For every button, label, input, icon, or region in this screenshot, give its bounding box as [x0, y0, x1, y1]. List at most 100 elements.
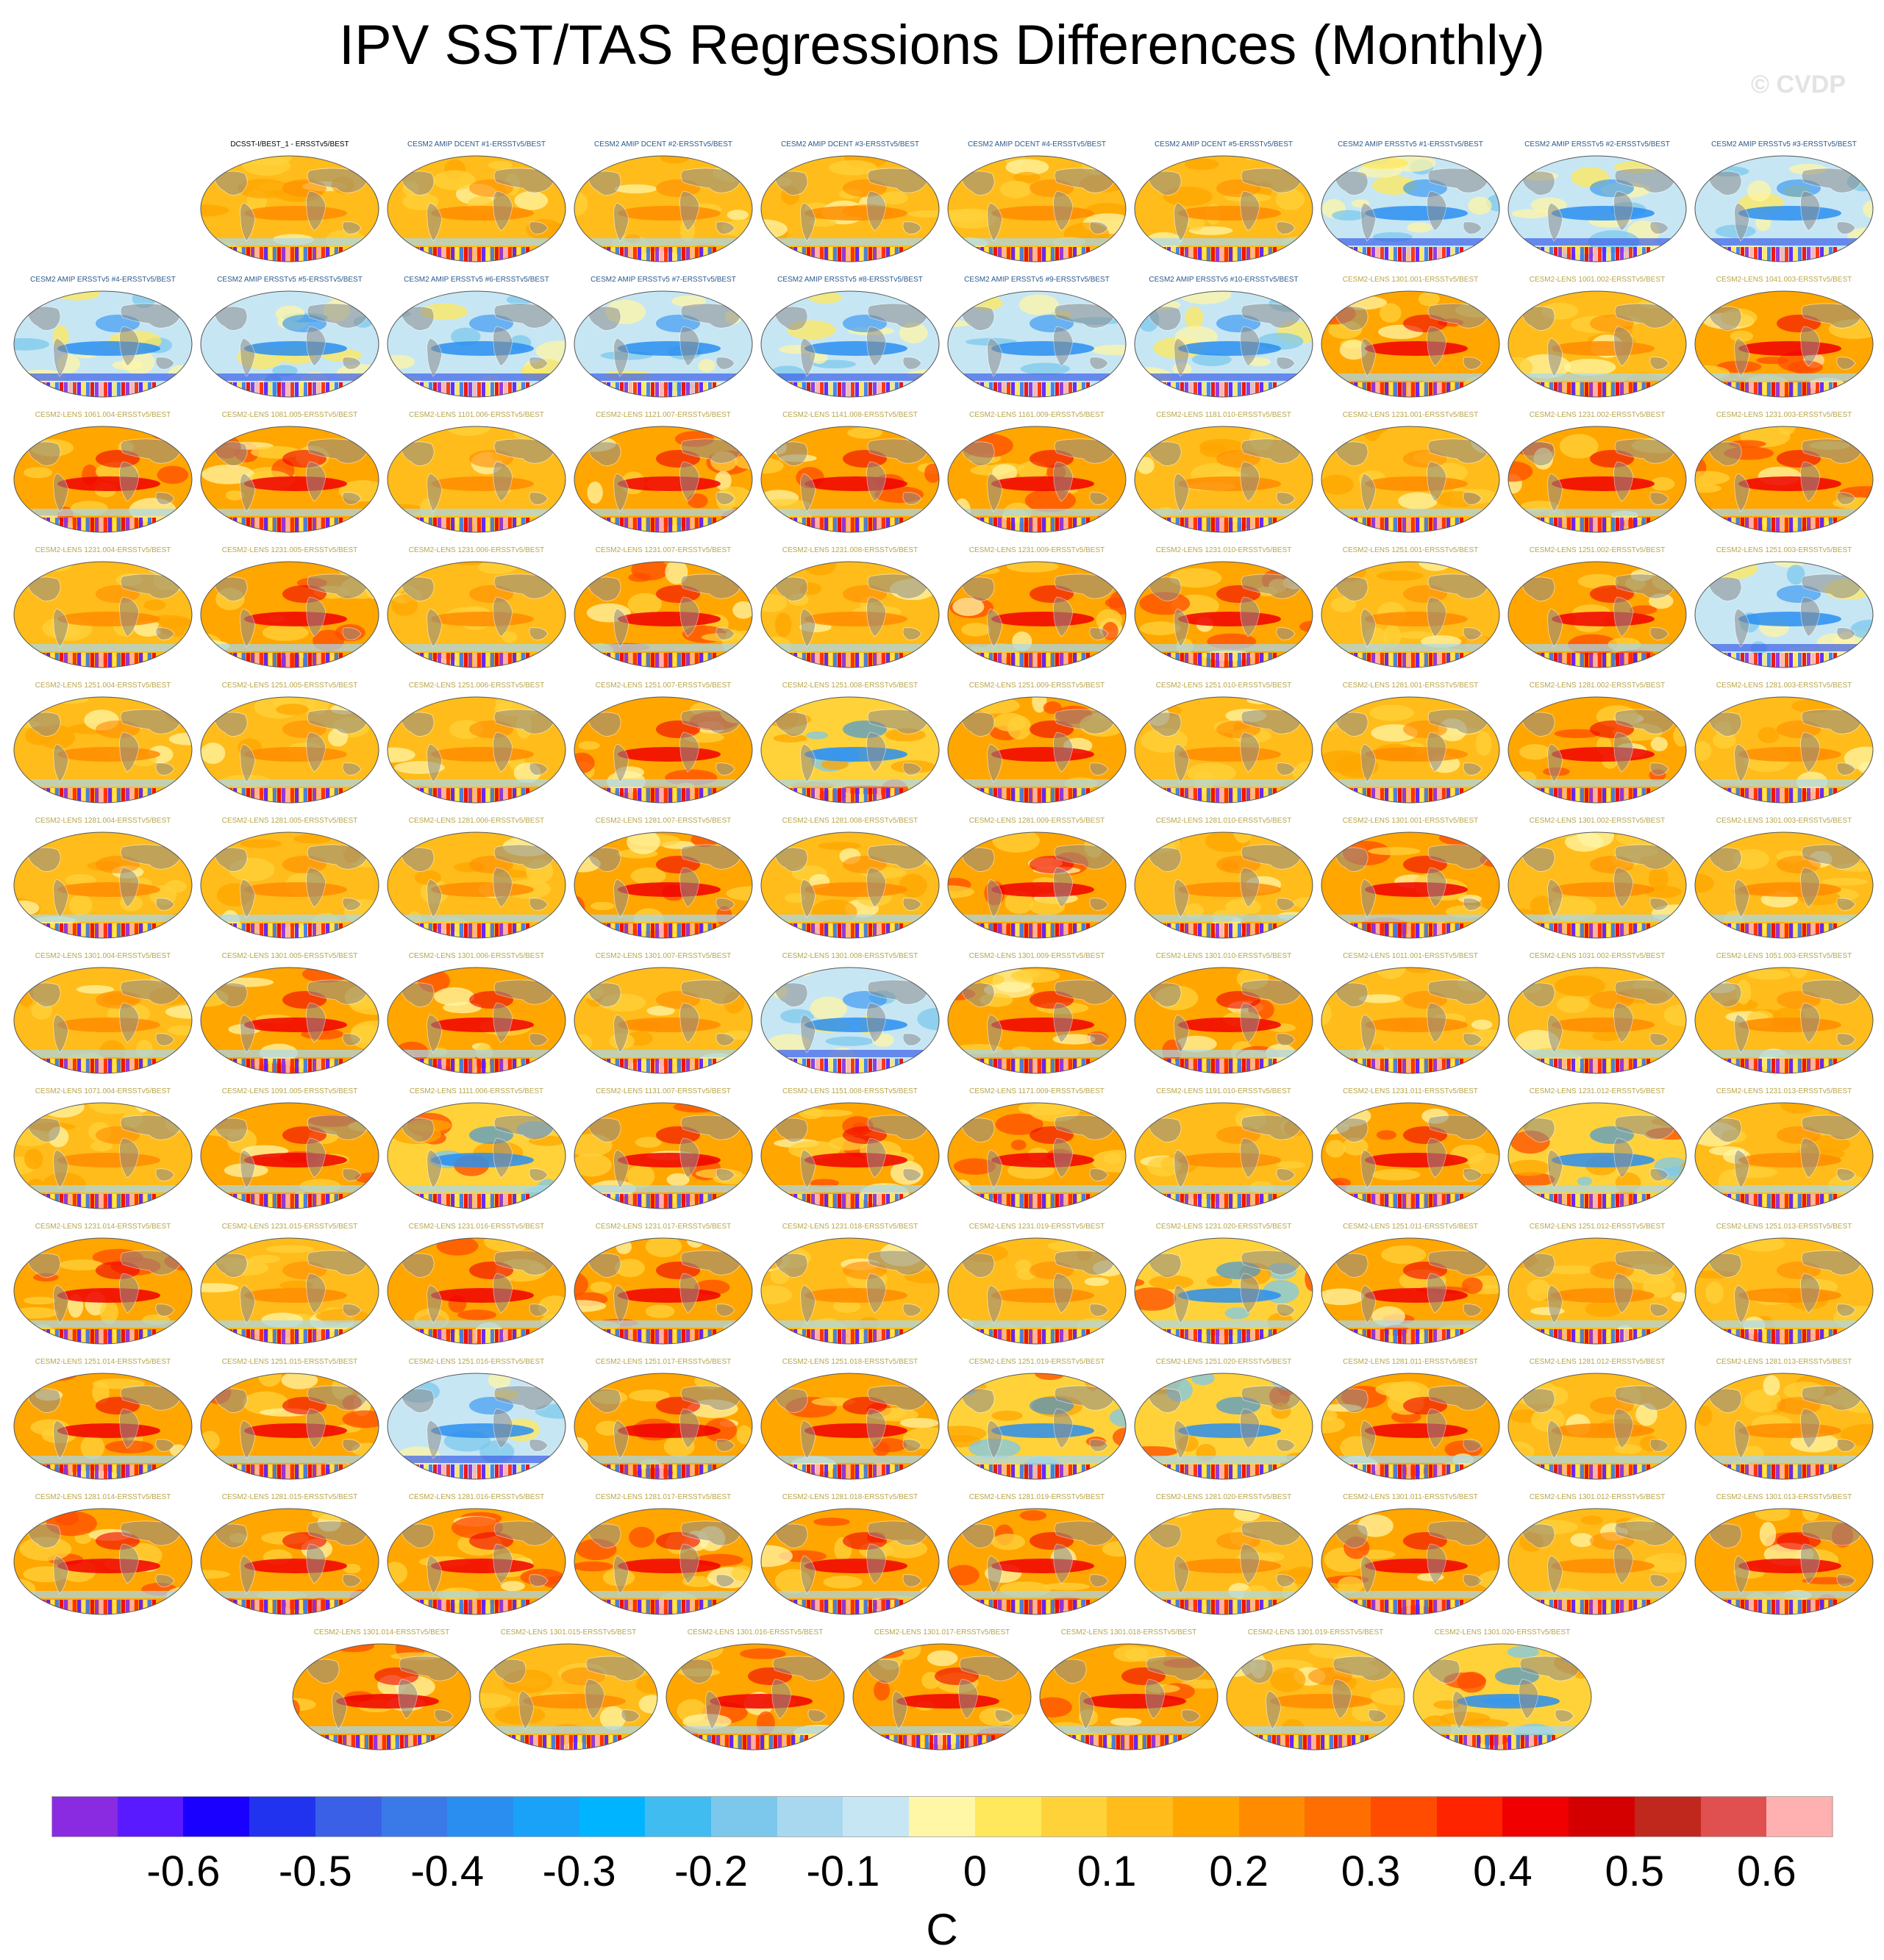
panel-label: CESM2-LENS 1161.009-ERSSTv5/BEST — [969, 411, 1105, 419]
colorbar-tick-label: 0.3 — [1341, 1848, 1401, 1895]
panel-label: CESM2 AMIP ERSSTv5 #8-ERSSTv5/BEST — [777, 276, 923, 284]
panel-map — [1412, 1642, 1593, 1751]
map-panel: CESM2-LENS 1071.004-ERSSTv5/BEST — [11, 1087, 195, 1210]
world-map — [1321, 290, 1500, 398]
map-panel: CESM2-LENS 1281.017-ERSSTv5/BEST — [571, 1492, 755, 1616]
world-map — [574, 426, 753, 533]
world-map — [200, 561, 379, 668]
world-map — [574, 1508, 753, 1615]
panel-map — [1133, 1372, 1314, 1481]
panel-map — [1133, 560, 1314, 669]
world-map — [1694, 155, 1874, 262]
panel-map — [1507, 1237, 1688, 1345]
map-panel: CESM2-LENS 1251.007-ERSSTv5/BEST — [571, 681, 755, 804]
panel-label: CESM2-LENS 1231.002-ERSSTv5/BEST — [1529, 411, 1666, 419]
panel-map — [1694, 560, 1874, 669]
colorbar-tick-label: 0.5 — [1605, 1848, 1665, 1895]
panel-label: CESM2-LENS 1251.016-ERSSTv5/BEST — [408, 1358, 545, 1366]
map-panel: CESM2-LENS 1281.007-ERSSTv5/BEST — [571, 816, 755, 940]
panel-label: CESM2-LENS 1301.019-ERSSTv5/BEST — [1247, 1628, 1384, 1637]
world-map — [947, 290, 1127, 398]
world-map — [200, 426, 379, 533]
panel-map — [760, 425, 941, 534]
map-panel: CESM2 AMIP ERSSTv5 #7-ERSSTv5/BEST — [571, 275, 755, 398]
world-map — [1694, 1508, 1874, 1615]
world-map — [1694, 290, 1874, 398]
map-panel: CESM2-LENS 1281.012-ERSSTv5/BEST — [1505, 1357, 1689, 1481]
world-map — [1694, 831, 1874, 939]
panel-label: CESM2-LENS 1251.001-ERSSTv5/BEST — [1342, 546, 1479, 554]
panel-label: CESM2-LENS 1231.018-ERSSTv5/BEST — [782, 1223, 918, 1231]
panel-label: CESM2-LENS 1281.011-ERSSTv5/BEST — [1343, 1358, 1478, 1366]
map-panel: CESM2-LENS 1251.017-ERSSTv5/BEST — [571, 1357, 755, 1481]
map-panel: CESM2-LENS 1031.002-ERSSTv5/BEST — [1505, 951, 1689, 1075]
panel-label: CESM2-LENS 1281.002-ERSSTv5/BEST — [1529, 682, 1666, 690]
panel-label: CESM2-LENS 1231.009-ERSSTv5/BEST — [968, 546, 1105, 554]
panel-label: CESM2-LENS 1131.007-ERSSTv5/BEST — [596, 1087, 731, 1095]
map-panel: CESM2-LENS 1301.003-ERSSTv5/BEST — [1692, 816, 1876, 940]
world-map — [574, 1237, 753, 1345]
map-panel: CESM2-LENS 1121.007-ERSSTv5/BEST — [571, 410, 755, 534]
world-map — [760, 831, 940, 939]
panel-label: CESM2-LENS 1251.011-ERSSTv5/BEST — [1343, 1223, 1478, 1231]
world-map — [1134, 1102, 1313, 1209]
panel-map — [13, 1507, 193, 1616]
world-map — [13, 1237, 193, 1345]
colorbar-swatch — [777, 1796, 844, 1837]
panel-label: CESM2-LENS 1281.001-ERSSTv5/BEST — [1342, 682, 1479, 690]
world-map — [387, 1237, 566, 1345]
panel-map — [1133, 1101, 1314, 1210]
panel-label: CESM2-LENS 1301.016-ERSSTv5/BEST — [687, 1628, 824, 1637]
panel-label: CESM2-LENS 1251.007-ERSSTv5/BEST — [595, 682, 732, 690]
panel-map — [1694, 290, 1874, 398]
map-panel: CESM2-LENS 1251.001-ERSSTv5/BEST — [1319, 546, 1502, 669]
map-panel: CESM2-LENS 1191.010-ERSSTv5/BEST — [1132, 1087, 1316, 1210]
map-panel: CESM2 AMIP ERSSTv5 #10-ERSSTv5/BEST — [1132, 275, 1316, 398]
map-panel: CESM2-LENS 1091.005-ERSSTv5/BEST — [198, 1087, 382, 1210]
map-panel: CESM2-LENS 1281.001-ERSSTv5/BEST — [1319, 681, 1502, 804]
colorbar-tick-label: 0.2 — [1209, 1848, 1269, 1895]
world-map — [574, 1373, 753, 1480]
panel-label: CESM2-LENS 1231.012-ERSSTv5/BEST — [1529, 1087, 1666, 1095]
map-panel: CESM2-LENS 1231.012-ERSSTv5/BEST — [1505, 1087, 1689, 1210]
panel-map — [1320, 154, 1501, 263]
world-map — [1507, 290, 1687, 398]
panel-map — [1694, 154, 1874, 263]
panel-map — [386, 1372, 567, 1481]
panel-label: CESM2-LENS 1301.006-ERSSTv5/BEST — [408, 952, 545, 960]
panel-map — [199, 1101, 380, 1210]
world-map — [200, 967, 379, 1074]
panel-map — [199, 1237, 380, 1345]
map-panel: CESM2-LENS 1281.002-ERSSTv5/BEST — [1505, 681, 1689, 804]
map-panel: CESM2-LENS 1051.003-ERSSTv5/BEST — [1692, 951, 1876, 1075]
panel-label: CESM2-LENS 1281.012-ERSSTv5/BEST — [1529, 1358, 1666, 1366]
colorbar-units-label: C — [926, 1905, 958, 1954]
world-map — [1321, 426, 1500, 533]
world-map — [1694, 967, 1874, 1074]
panel-map — [13, 966, 193, 1075]
world-map — [1321, 831, 1500, 939]
panel-map — [1507, 966, 1688, 1075]
map-panel: CESM2-LENS 1251.013-ERSSTv5/BEST — [1692, 1222, 1876, 1345]
map-panel: CESM2-LENS 1251.009-ERSSTv5/BEST — [945, 681, 1129, 804]
panel-map — [760, 831, 941, 940]
panel-map — [946, 425, 1127, 534]
panel-map — [946, 1101, 1127, 1210]
panel-label: CESM2 AMIP DCENT #1-ERSSTv5/BEST — [407, 140, 546, 149]
panel-map — [760, 695, 941, 804]
map-panel: CESM2-LENS 1281.018-ERSSTv5/BEST — [758, 1492, 942, 1616]
world-map — [1507, 1237, 1687, 1345]
colorbar-swatch — [974, 1796, 1042, 1837]
map-panel: CESM2-LENS 1081.005-ERSSTv5/BEST — [198, 410, 382, 534]
world-map — [200, 1237, 379, 1345]
panel-map — [1038, 1642, 1219, 1751]
world-map — [947, 1508, 1127, 1615]
map-panel: CESM2-LENS 1281.005-ERSSTv5/BEST — [198, 816, 382, 940]
world-map — [387, 1373, 566, 1480]
map-panel: CESM2-LENS 1251.020-ERSSTv5/BEST — [1132, 1357, 1316, 1481]
map-panel: CESM2-LENS 1301.017-ERSSTv5/BEST — [850, 1628, 1034, 1751]
panel-label: CESM2-LENS 1301.014-ERSSTv5/BEST — [313, 1628, 450, 1637]
map-panel: CESM2-LENS 1301.015-ERSSTv5/BEST — [477, 1628, 660, 1751]
panel-label: CESM2 AMIP ERSSTv5 #2-ERSSTv5/BEST — [1524, 140, 1670, 149]
panel-label: CESM2-LENS 1081.005-ERSSTv5/BEST — [221, 411, 358, 419]
